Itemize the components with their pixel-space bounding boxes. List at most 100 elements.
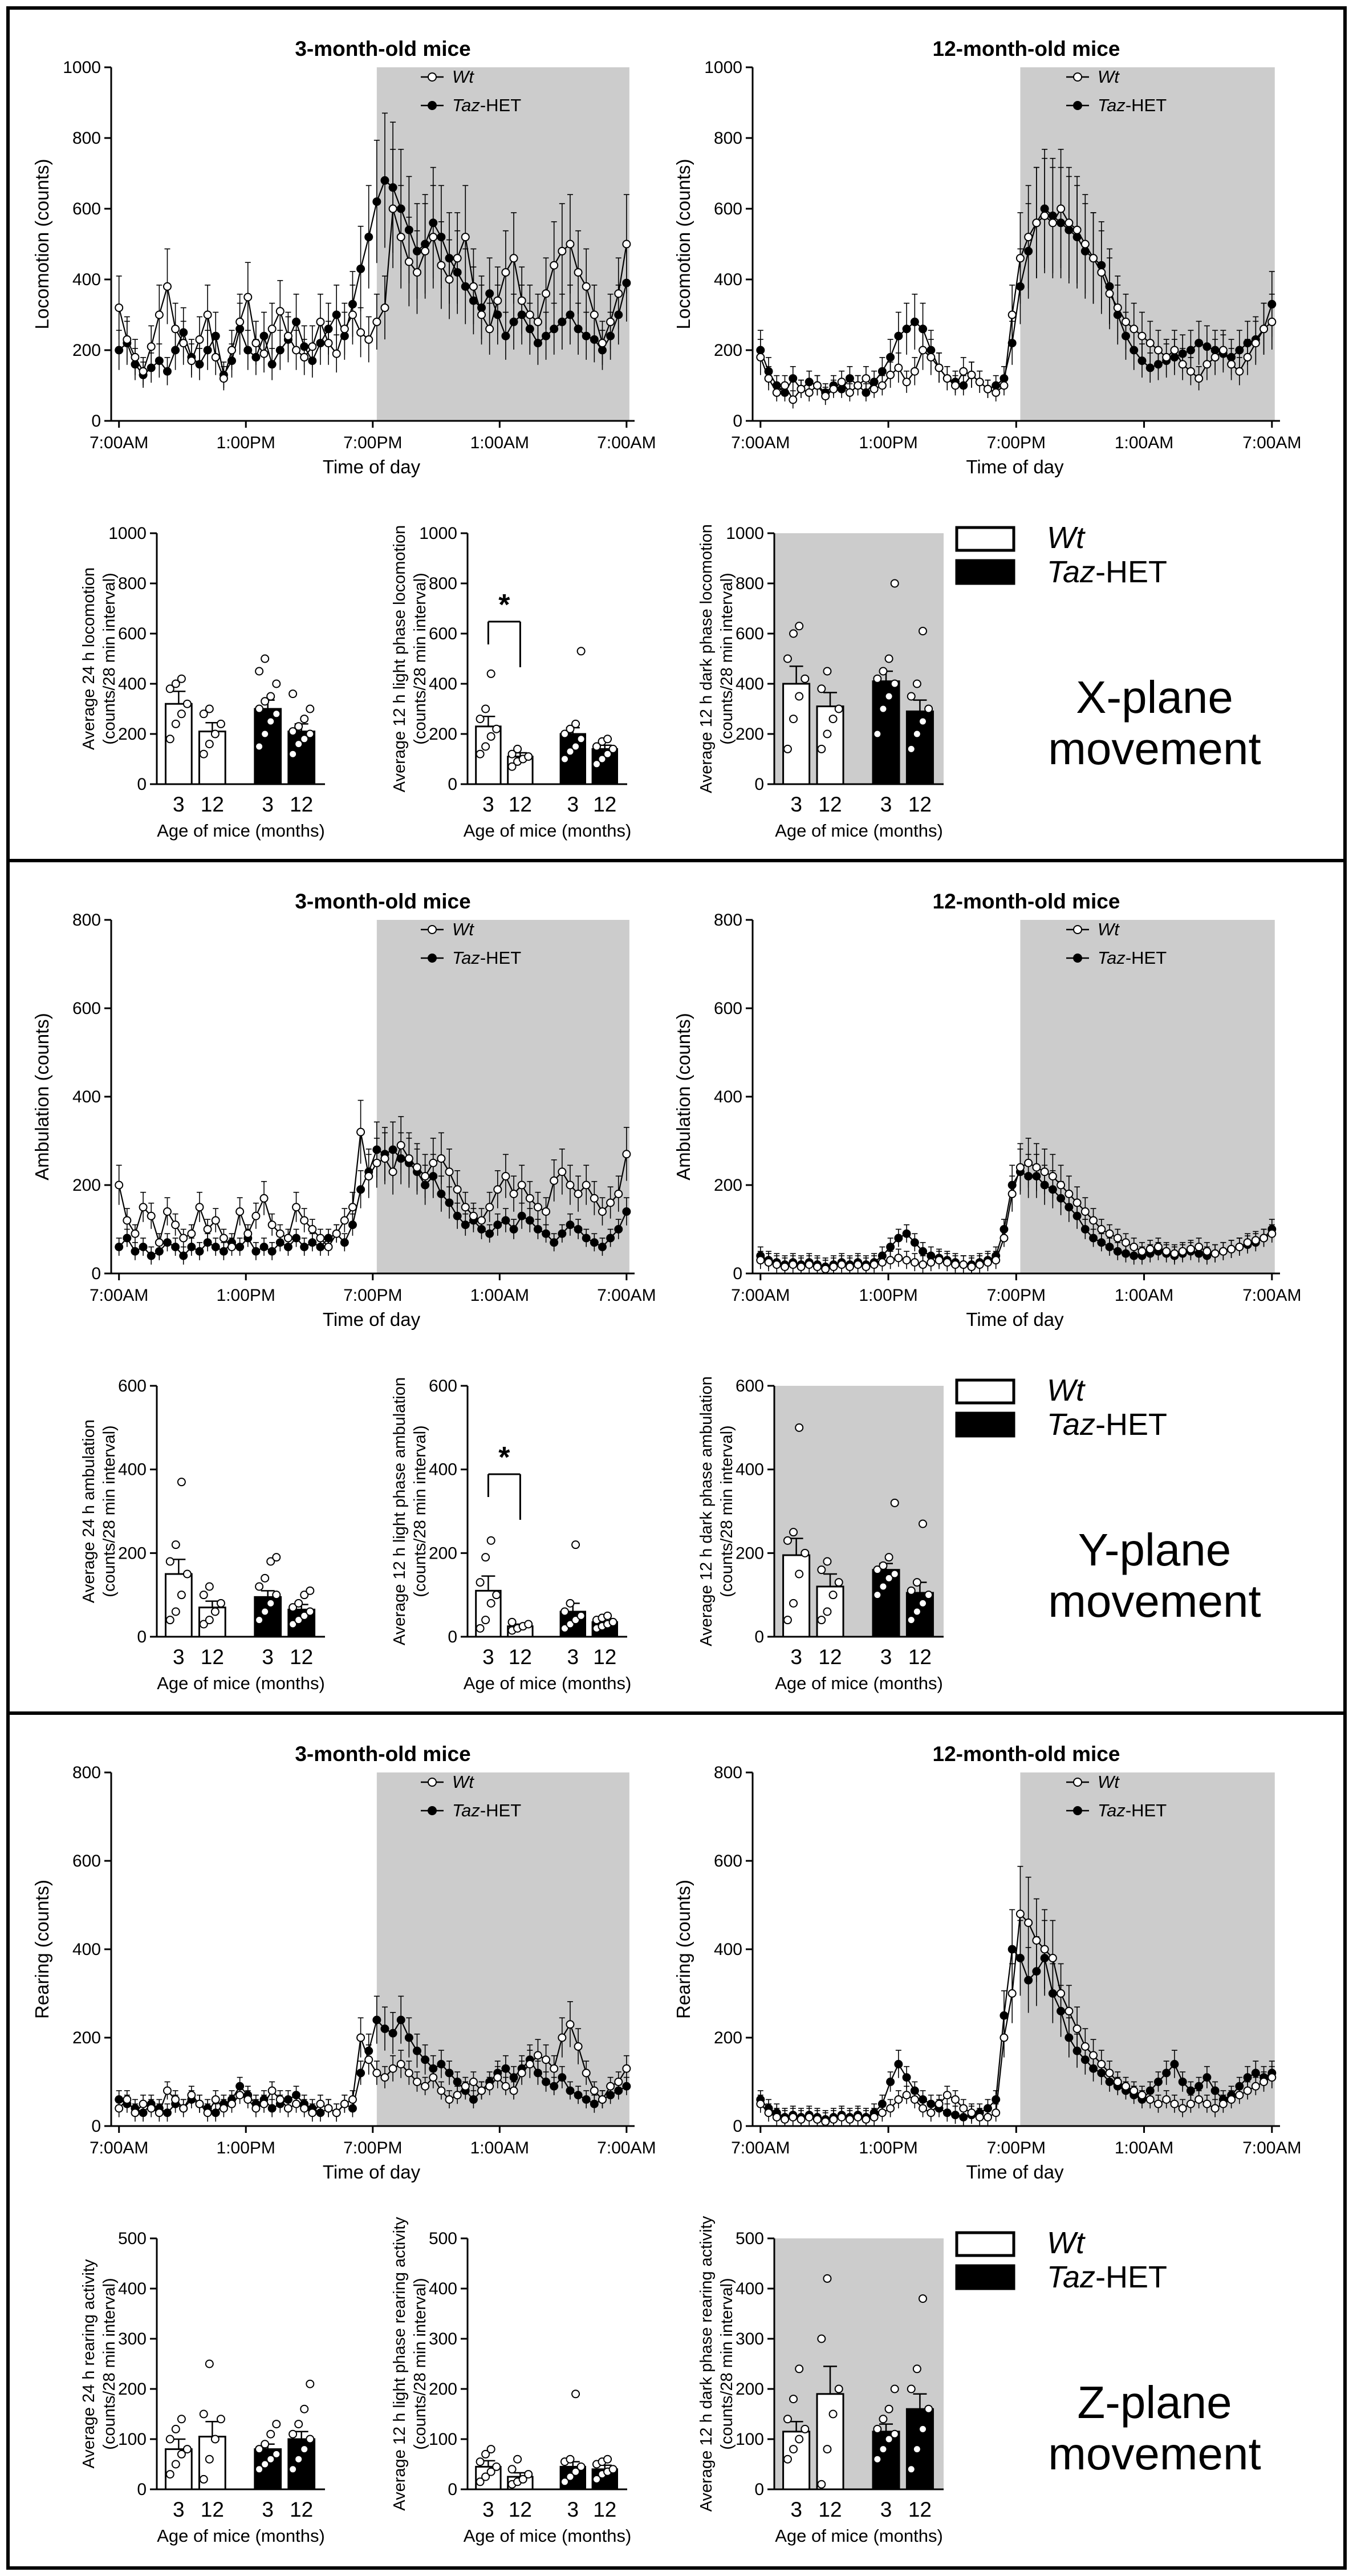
p0-bar0-dot-3-3 <box>306 729 315 739</box>
p1-bar2-dot-2-1 <box>879 1582 888 1591</box>
p0-bar0-dot-2-7 <box>272 679 281 688</box>
p2-bar2-xlabel: Age of mice (months) <box>775 2526 943 2546</box>
p1-bar2-dot-0-2 <box>795 1569 804 1579</box>
p0-time0-series-taz-line <box>118 179 627 377</box>
p2-time1-series-wt-point-15 <box>877 2108 887 2117</box>
p1-bar0-dot-0-0 <box>165 1616 174 1625</box>
p1-time1-ytick-label-2: 400 <box>714 1088 742 1106</box>
p1-time1-series-wt-point-24 <box>951 1260 960 1269</box>
p1-time1-series-wt-point-57 <box>1218 1247 1228 1256</box>
p0-bar0-dot-3-7 <box>306 704 315 713</box>
p1-bar2-xlabel: Age of mice (months) <box>775 1673 943 1693</box>
p1-time1-series-wt-point-53 <box>1186 1244 1195 1253</box>
p1-time1-series-wt-point-7 <box>812 1262 822 1271</box>
p0-bar0-ytick-label-5: 1000 <box>108 524 147 543</box>
p0-bar0-xtick-label-1: 12 <box>201 793 224 816</box>
p2-time0-series-wt-point-22 <box>292 2099 301 2108</box>
p0-time0-series-wt-point-23 <box>300 352 309 362</box>
p2-time0-series-wt-point-25 <box>316 2099 325 2108</box>
p1-time1-legend-taz-label: Taz-HET <box>1098 948 1167 968</box>
p0-time1-series-wt-point-62 <box>1259 324 1269 334</box>
p1-time0-series-wt-point-32 <box>372 1158 381 1167</box>
p1-time0-series-taz-point-2 <box>131 1247 140 1256</box>
p1-time0-series-taz-point-29 <box>348 1220 357 1230</box>
z-plane-panel-frame <box>6 1711 1347 2570</box>
p0-bar2-dot-0-3 <box>801 674 810 683</box>
p1-bar2-dot-1-0 <box>817 1616 826 1625</box>
p0-bar2-dot-2-7 <box>890 579 899 588</box>
p0-bar0-dot-1-2 <box>210 729 220 739</box>
p1-time1-xtick-label-3: 1:00AM <box>1115 1286 1173 1305</box>
p1-bar0-xlabel: Age of mice (months) <box>157 1673 325 1693</box>
p2-time0-xtick-label-3: 1:00AM <box>470 2139 529 2157</box>
p2-bar1-dot-0-1 <box>481 2472 490 2481</box>
p0-time0-series-wt-point-61 <box>606 317 615 326</box>
p0-bar1-dot-1-5 <box>513 744 522 753</box>
p2-time0-series-wt-point-52 <box>533 2051 542 2060</box>
p0-time0-series-wt-point-27 <box>332 349 341 358</box>
p1-time0-series-taz-point-48 <box>501 1216 510 1225</box>
p2-time1-series-wt-point-24 <box>951 2095 960 2104</box>
p2-bar2-dot-2-3 <box>890 2429 899 2439</box>
p2-time0-series-wt-point-17 <box>251 2104 261 2113</box>
p0-time0-series-wt-point-51 <box>525 310 534 319</box>
p0-time0-series-wt-point-35 <box>396 233 405 242</box>
p0-bar1-ytick-label-0: 0 <box>448 775 457 794</box>
p0-bar1-dot-0-3 <box>492 724 501 733</box>
p2-time0-series-wt-point-51 <box>525 2060 534 2068</box>
p0-time1-series-wt-point-29 <box>992 388 1001 397</box>
p1-bar2-dot-3-1 <box>912 1607 921 1616</box>
p2-time0-series-wt-point-15 <box>235 2091 245 2100</box>
p2-time0-legend-wt-marker <box>428 1778 437 1787</box>
p2-bar0-dot-0-5 <box>171 2424 180 2433</box>
p1-time1-xlabel: Time of day <box>966 1309 1064 1330</box>
p2-time1-series-taz-point-17 <box>894 2060 903 2068</box>
p0-time1-series-wt-point-14 <box>870 384 879 394</box>
p1-bar0-dot-0-1 <box>171 1607 180 1616</box>
p0-time1-series-wt-point-26 <box>967 370 976 379</box>
p1-bar0-dot-1-1 <box>205 1616 214 1625</box>
p1-time0-xlabel: Time of day <box>323 1309 421 1330</box>
p1-big-legend-taz-label: Taz-HET <box>1047 1407 1167 1442</box>
p1-time0-series-wt-point-23 <box>300 1216 309 1225</box>
p0-bar1-xtick-label-0: 3 <box>482 793 494 816</box>
p0-time0-series-wt-point-49 <box>509 254 518 263</box>
p2-time0-series-taz-point-12 <box>211 2108 220 2117</box>
p0-time1-series-wt-point-50 <box>1162 352 1171 362</box>
p0-bar0-ylabel-line2: (counts/28 min interval) <box>100 573 119 744</box>
p1-bar0-xtick-label-1: 12 <box>201 1645 224 1669</box>
p1-time0-series-taz-point-61 <box>606 1234 615 1243</box>
p0-time0-series-wt-point-48 <box>501 268 510 277</box>
p2-time1-series-wt-point-25 <box>959 2104 968 2113</box>
p0-time1-series-wt-point-53 <box>1186 367 1195 376</box>
p0-bar0-dot-1-0 <box>199 749 208 758</box>
p0-time0-series-wt-point-50 <box>517 296 526 305</box>
p2-bar2-ylabel-line1: Average 12 h dark phase rearing activity <box>697 2216 716 2512</box>
p0-bar2-ytick-label-5: 1000 <box>726 524 764 543</box>
p0-time1-series-wt-point-37 <box>1057 204 1066 213</box>
p2-time0-series-taz-point-56 <box>566 2086 575 2095</box>
p2-bar0-dot-2-0 <box>255 2465 264 2474</box>
p0-time0-dark-phase-shading <box>376 67 629 421</box>
p1-bar0-dot-1-0 <box>199 1620 208 1629</box>
p0-bar2-xtick-label-2: 3 <box>880 793 892 816</box>
p2-bar2-dot-0-0 <box>783 2455 792 2464</box>
p0-time1-series-wt-point-6 <box>805 388 814 397</box>
p2-time0-series-wt-point-30 <box>356 2033 365 2042</box>
p1-time0-series-wt-point-30 <box>356 1127 365 1137</box>
p0-time0-xtick-label-4: 7:00AM <box>597 433 656 452</box>
p1-time0-ytick-label-1: 200 <box>72 1176 101 1195</box>
p2-bar1-ytick-label-1: 100 <box>429 2430 457 2449</box>
p2-time0-series-wt-point-50 <box>517 2068 526 2078</box>
p2-bar0-dot-1-0 <box>199 2474 208 2484</box>
p2-bar1-dot-0-2 <box>486 2467 495 2476</box>
p2-bar2-dot-3-4 <box>907 2384 916 2394</box>
p0-time1-series-wt-point-46 <box>1129 324 1139 334</box>
p1-bar1-dot-0-1 <box>481 1616 490 1625</box>
p1-bar2-dot-0-5 <box>789 1528 798 1537</box>
p2-time1-series-taz-point-29 <box>992 2095 1001 2104</box>
p1-bar2-dot-3-6 <box>918 1519 927 1528</box>
p2-time0-series-taz-point-42 <box>453 2078 462 2086</box>
p1-bar1-dot-0-6 <box>486 1536 495 1545</box>
